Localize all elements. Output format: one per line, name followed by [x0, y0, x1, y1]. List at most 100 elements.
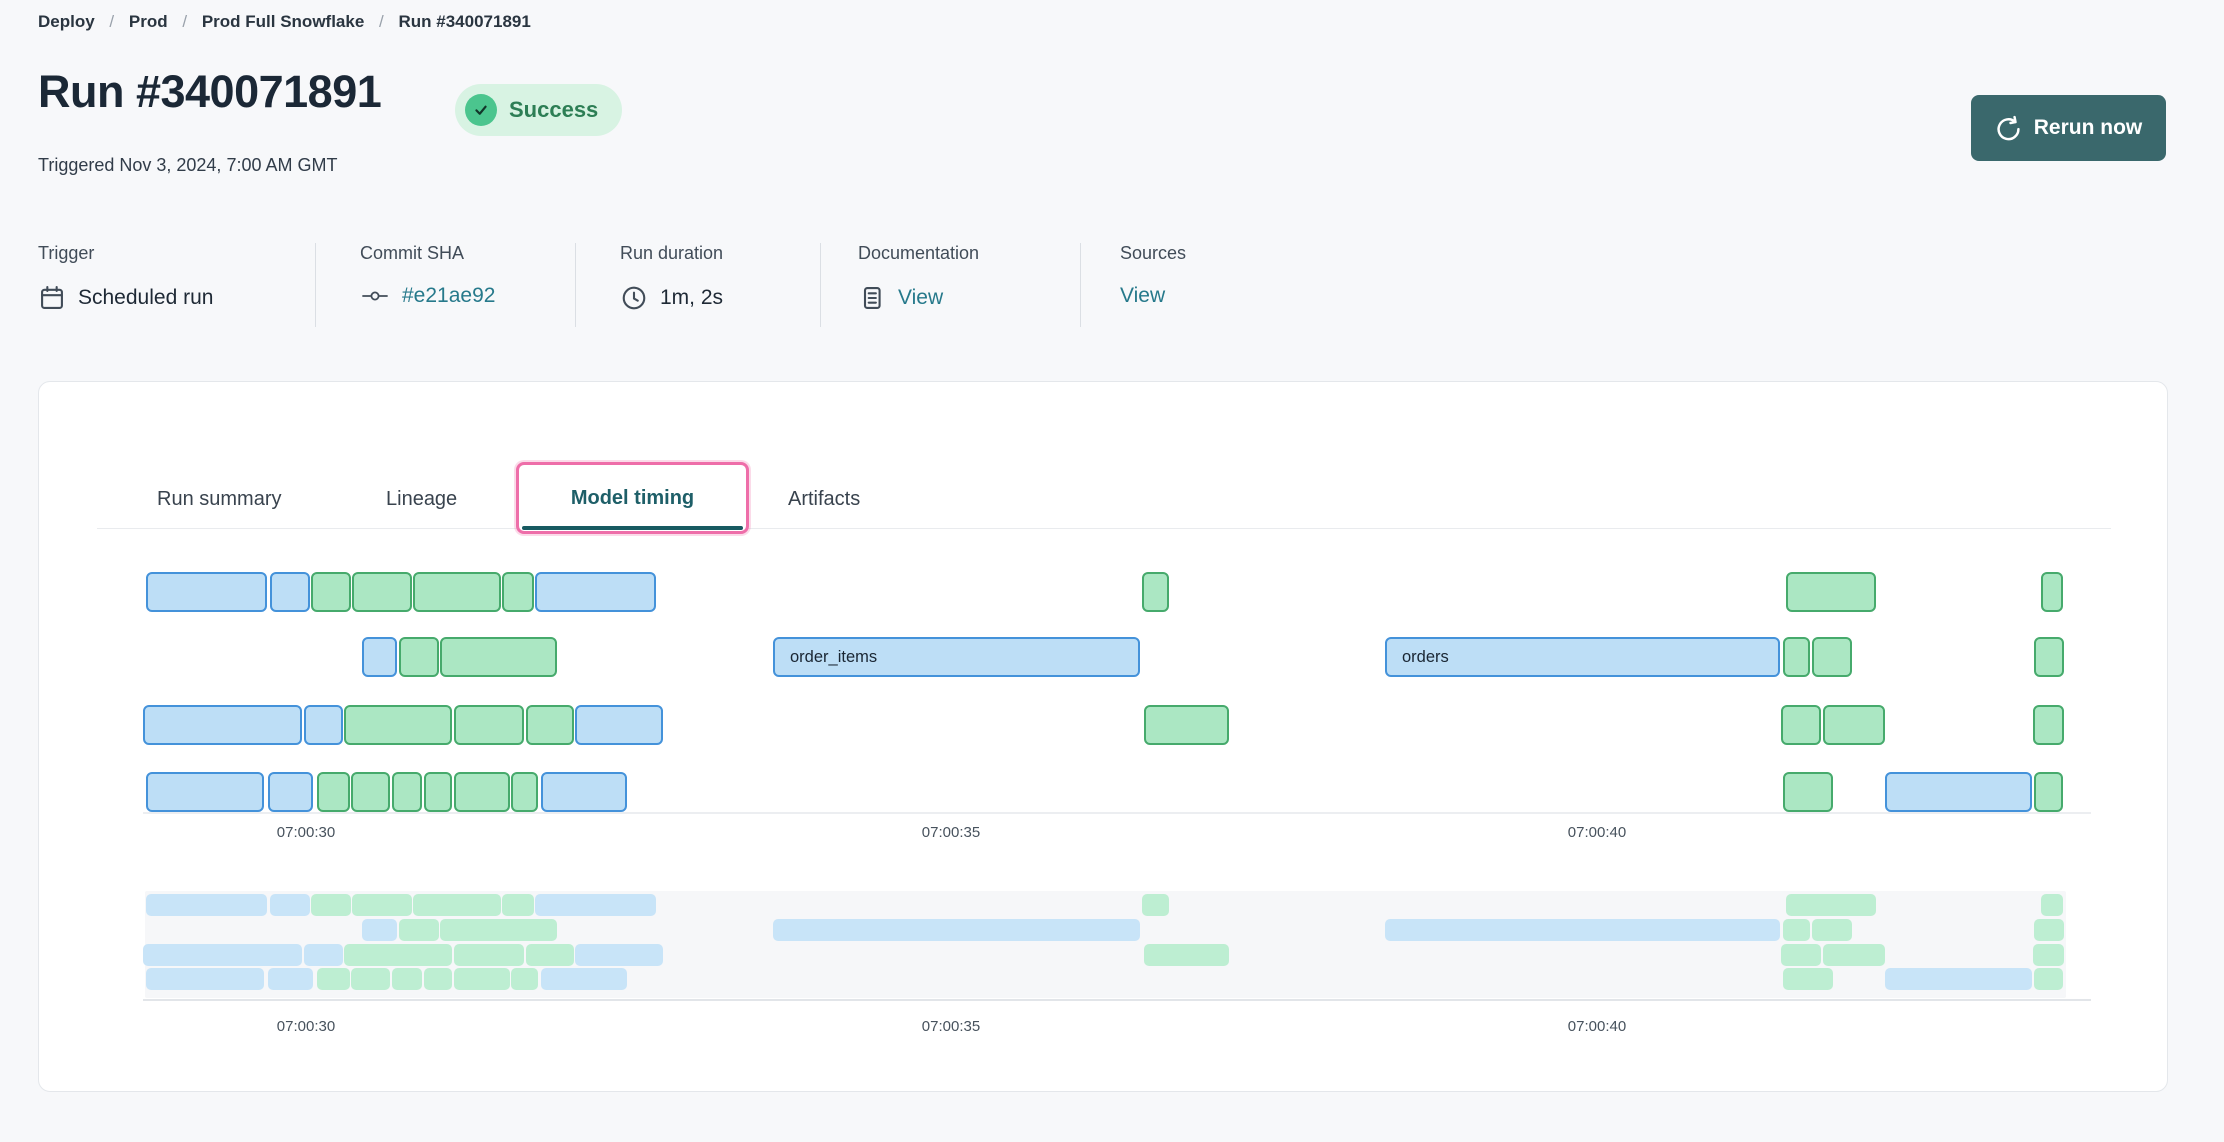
model-timing-bar[interactable] [541, 772, 627, 812]
minimap-bar [146, 968, 264, 990]
time-axis-line [143, 812, 2091, 814]
model-timing-bar[interactable] [575, 705, 663, 745]
meta-sources-label: Sources [1120, 243, 1187, 263]
model-timing-bar[interactable] [270, 572, 310, 612]
minimap-bar [399, 919, 439, 941]
breadcrumb-job[interactable]: Prod Full Snowflake [201, 12, 365, 31]
model-timing-bar[interactable] [2041, 572, 2063, 612]
minimap-bar [1783, 919, 1810, 941]
documentation-view-link[interactable]: View [898, 286, 944, 309]
model-timing-bar[interactable]: order_items [773, 637, 1140, 677]
model-timing-bar[interactable] [362, 637, 397, 677]
model-timing-bar[interactable] [143, 705, 302, 745]
model-timing-bar[interactable] [454, 772, 510, 812]
breadcrumb-deploy[interactable]: Deploy [38, 12, 95, 31]
minimap-bar [268, 968, 313, 990]
model-timing-bar[interactable] [399, 637, 439, 677]
time-tick-label: 07:00:35 [921, 1018, 981, 1035]
tab-lineage[interactable]: Lineage [386, 488, 458, 510]
meta-divider [575, 243, 576, 327]
minimap-bar [1812, 919, 1852, 941]
model-timing-bar[interactable] [2034, 637, 2064, 677]
model-timing-bar[interactable] [2034, 772, 2063, 812]
meta-divider [820, 243, 821, 327]
model-timing-bar[interactable] [413, 572, 501, 612]
minimap-bar [344, 944, 452, 966]
minimap-bar [1142, 894, 1169, 916]
model-timing-bar[interactable] [1144, 705, 1229, 745]
breadcrumb: Deploy / Prod / Prod Full Snowflake / Ru… [38, 12, 531, 32]
model-timing-bar[interactable]: orders [1385, 637, 1780, 677]
rerun-now-button[interactable]: Rerun now [1971, 95, 2166, 161]
tab-model-timing[interactable]: Model timing [516, 462, 749, 534]
model-timing-bar[interactable] [344, 705, 452, 745]
time-tick-label: 07:00:35 [921, 824, 981, 841]
meta-commit-label: Commit SHA [360, 243, 465, 263]
model-timing-bar[interactable] [351, 772, 390, 812]
tabs-divider [97, 528, 2111, 529]
time-tick-label: 07:00:30 [276, 824, 336, 841]
meta-divider [1080, 243, 1081, 327]
model-timing-bar[interactable] [511, 772, 538, 812]
model-timing-bar[interactable] [352, 572, 412, 612]
model-timing-bar[interactable] [440, 637, 557, 677]
meta-duration-label: Run duration [620, 243, 724, 263]
model-timing-bar[interactable] [502, 572, 534, 612]
minimap-bar [2033, 944, 2064, 966]
commit-sha-link[interactable]: #e21ae92 [402, 284, 496, 307]
model-timing-bar[interactable] [304, 705, 343, 745]
minimap-bar [535, 894, 656, 916]
minimap-bar [1781, 944, 1821, 966]
time-tick-label: 07:00:40 [1567, 824, 1627, 841]
model-timing-bar[interactable] [311, 572, 351, 612]
model-timing-bar[interactable] [146, 572, 267, 612]
minimap-bar [440, 919, 557, 941]
time-tick-label: 07:00:40 [1567, 1018, 1627, 1035]
model-timing-bar[interactable] [526, 705, 574, 745]
minimap-bar [413, 894, 501, 916]
model-timing-bar[interactable] [454, 705, 524, 745]
model-timing-bar[interactable] [1783, 772, 1833, 812]
meta-commit-sha: Commit SHA #e21ae92 [360, 243, 495, 308]
minimap-bar [526, 944, 574, 966]
minimap-bar [311, 894, 351, 916]
model-timing-bar[interactable] [268, 772, 313, 812]
clock-icon [620, 284, 648, 312]
model-timing-bar[interactable] [392, 772, 422, 812]
model-timing-bar[interactable] [424, 772, 452, 812]
time-tick-label: 07:00:30 [276, 1018, 336, 1035]
model-timing-bar[interactable] [146, 772, 264, 812]
model-timing-bar[interactable] [1786, 572, 1876, 612]
minimap-bar [454, 968, 510, 990]
minimap-bar [270, 894, 310, 916]
breadcrumb-environment[interactable]: Prod [128, 12, 168, 31]
minimap-bar [454, 944, 524, 966]
model-timing-bar[interactable] [535, 572, 656, 612]
minimap-bar [1885, 968, 2032, 990]
model-timing-bar[interactable] [1783, 637, 1810, 677]
sources-view-link[interactable]: View [1120, 284, 1166, 307]
minimap-bar [424, 968, 452, 990]
breadcrumb-current-run: Run #340071891 [398, 12, 531, 31]
minimap-bar [541, 968, 627, 990]
meta-trigger-value: Scheduled run [78, 286, 214, 309]
minimap-bar [392, 968, 422, 990]
meta-documentation-label: Documentation [858, 243, 980, 263]
calendar-icon [38, 284, 66, 312]
minimap-bar [773, 919, 1140, 941]
minimap-bar [1823, 944, 1885, 966]
model-timing-bar[interactable] [317, 772, 350, 812]
tab-artifacts[interactable]: Artifacts [788, 488, 861, 510]
minimap-bar [317, 968, 350, 990]
minimap-bar [502, 894, 534, 916]
breadcrumb-separator: / [182, 12, 188, 31]
model-timing-bar[interactable] [2033, 705, 2064, 745]
model-timing-chart: order_items orders 07:00:30 07:00:35 07:00:… [143, 566, 2091, 1066]
model-timing-bar[interactable] [1823, 705, 1885, 745]
model-timing-bar[interactable] [1142, 572, 1169, 612]
tab-run-summary[interactable]: Run summary [157, 488, 282, 510]
model-timing-bar[interactable] [1812, 637, 1852, 677]
page-title: Run #340071891 [38, 66, 382, 117]
model-timing-bar[interactable] [1885, 772, 2032, 812]
model-timing-bar[interactable] [1781, 705, 1821, 745]
